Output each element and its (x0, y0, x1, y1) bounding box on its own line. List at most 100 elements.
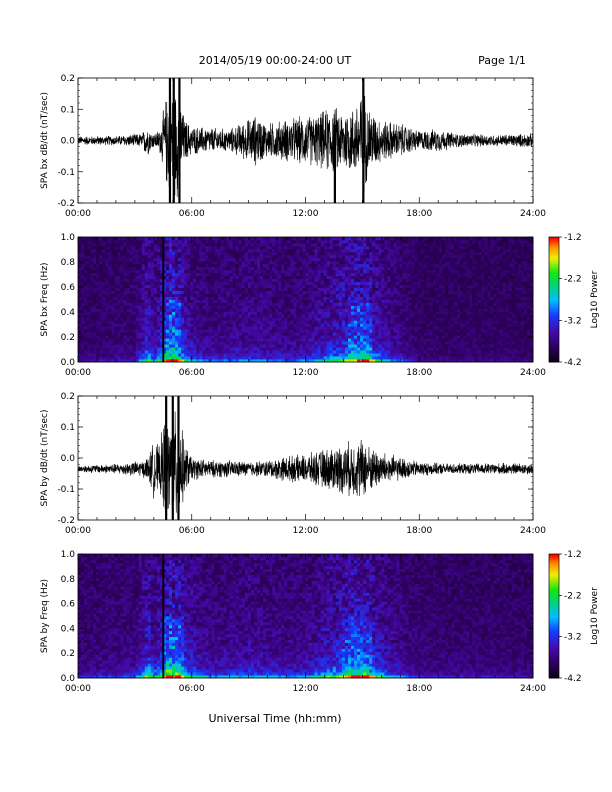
spectrogram-cell (275, 287, 279, 291)
spectrogram-cell (260, 359, 264, 363)
spectrogram-cell (175, 242, 179, 247)
spectrogram-cell (250, 338, 255, 342)
spectrogram-cell (96, 326, 100, 330)
spectrogram-cell (396, 257, 400, 262)
spectrogram-cell (117, 359, 121, 363)
spectrogram-cell (138, 293, 143, 297)
spectrogram-cell (165, 311, 170, 315)
spectrogram-cell (238, 293, 243, 297)
spectrogram-cell (338, 344, 343, 348)
spectrogram-cell (396, 329, 400, 333)
spectrogram-cell (87, 332, 91, 336)
spectrogram-cell (132, 293, 137, 297)
spectrogram-cell (354, 239, 358, 244)
spectrogram-cell (296, 326, 300, 330)
spectrogram-cell (326, 341, 331, 345)
spectrogram-cell (402, 302, 406, 306)
spectrogram-cell (238, 284, 243, 288)
spectrogram-cell (399, 242, 403, 247)
spectrogram-cell (81, 263, 85, 268)
spectrogram-cell (181, 278, 185, 283)
spectrogram-cell (141, 242, 146, 247)
spectrogram-cell (147, 296, 152, 300)
spectrogram-cell (202, 275, 206, 280)
spectrogram-cell (178, 281, 182, 286)
spectrogram-cell (178, 245, 182, 250)
spectrogram-cell (78, 347, 82, 351)
spectrogram-cell (247, 305, 252, 309)
spectrogram-cell (150, 284, 155, 288)
spectrogram-cell (396, 245, 400, 250)
spectrogram-cell (169, 257, 173, 262)
spectrogram-cell (372, 269, 376, 274)
spectrogram-cell (351, 335, 355, 339)
spectrogram-cell (423, 335, 428, 339)
spectrogram-cell (329, 359, 334, 363)
spectrogram-cell (172, 335, 176, 339)
spectrogram-cell (372, 281, 376, 286)
spectrogram-cell (417, 302, 422, 306)
spectrogram-cell (208, 350, 212, 354)
spectrogram-cell (320, 353, 325, 357)
spectrogram-cell (208, 284, 212, 288)
spectrogram-cell (314, 335, 319, 339)
spectrogram-cell (238, 329, 243, 333)
spectrogram-cell (308, 266, 312, 271)
spectrogram-cell (311, 272, 315, 277)
spectrogram-cell (284, 341, 288, 345)
spectrogram-cell (344, 293, 349, 297)
spectrogram-cell (360, 287, 364, 291)
spectrogram-cell (311, 257, 315, 262)
spectrogram-cell (241, 299, 246, 303)
spectrogram-cell (153, 272, 158, 277)
spectrogram-cell (93, 296, 97, 300)
spectrogram-cell (232, 275, 237, 280)
spectrogram-cell (150, 356, 155, 360)
spectrogram-cell (263, 290, 267, 294)
spectrogram-cell (184, 278, 188, 283)
spectrogram-cell (332, 305, 337, 309)
spectrogram-cell (320, 347, 325, 351)
spectrogram-cell (132, 341, 137, 345)
spectrogram-cell (302, 257, 306, 262)
spectrogram-cell (126, 260, 130, 265)
spectrogram-cell (411, 338, 416, 342)
spectrogram-cell (193, 323, 197, 327)
spectrogram-cell (266, 290, 270, 294)
spectrogram-cell (165, 338, 170, 342)
spectrogram-cell (272, 275, 276, 280)
spectrogram-cell (205, 314, 209, 318)
spectrogram-cell (387, 305, 391, 309)
spectrogram-cell (284, 284, 288, 288)
spectrogram-cell (357, 293, 361, 297)
spectrogram-cell (314, 305, 319, 309)
spectrogram-cell (129, 248, 133, 253)
spectrogram-cell (117, 248, 121, 253)
spectrogram-cell (408, 359, 413, 363)
spectrogram-cell (132, 290, 137, 294)
spectrogram-cell (402, 335, 406, 339)
spectrogram-cell (275, 284, 279, 288)
spectrogram-cell (126, 245, 130, 250)
spectrogram-cell (178, 353, 182, 357)
spectrogram-cell (81, 269, 85, 274)
spectrogram-cell (396, 341, 400, 345)
spectrogram-cell (150, 290, 155, 294)
spectrogram-cell (105, 359, 109, 363)
spectrogram-cell (347, 338, 352, 342)
spectrogram-cell (153, 290, 158, 294)
spectrogram-cell (99, 347, 103, 351)
spectrogram-cell (417, 260, 422, 265)
spectrogram-cell (390, 305, 394, 309)
spectrogram-cell (275, 302, 279, 306)
spectrogram-cell (305, 353, 309, 357)
spectrogram-cell (263, 320, 267, 324)
spectrogram-cell (417, 305, 422, 309)
spectrogram-cell (84, 350, 88, 354)
spectrogram-cell (165, 335, 170, 339)
spectrogram-cell (287, 269, 291, 274)
spectrogram-cell (196, 326, 200, 330)
spectrogram-cell (138, 284, 143, 288)
spectrogram-cell (381, 260, 385, 265)
spectrogram-cell (144, 242, 149, 247)
